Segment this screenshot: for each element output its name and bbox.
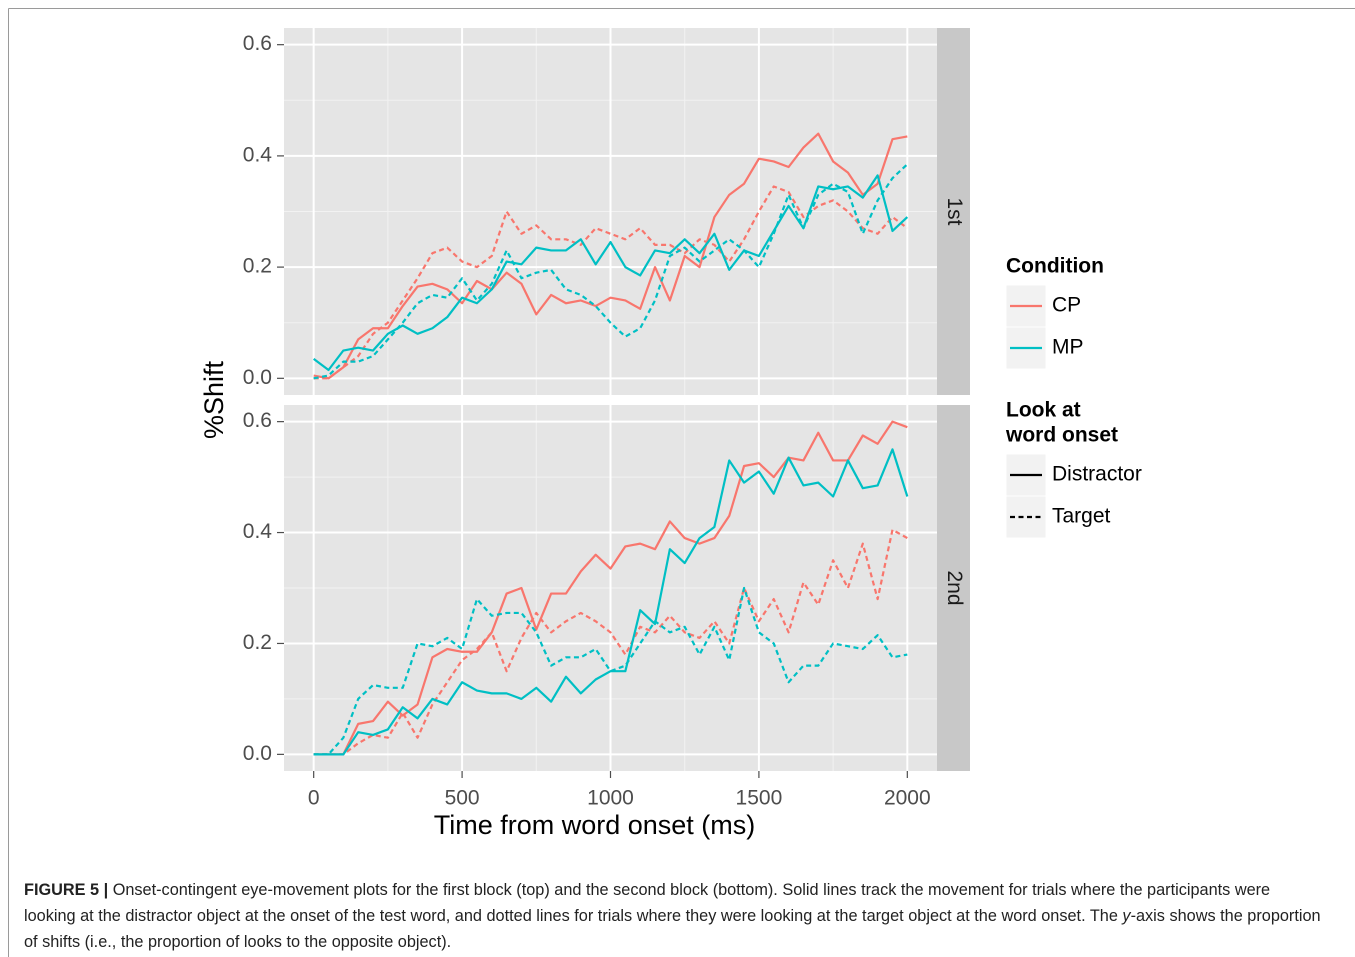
caption-text: Onset-contingent eye-movement plots for … [24,881,1271,925]
x-tick-label: 2000 [884,787,931,810]
facet-label: 1st [943,197,966,225]
legend-label: Distractor [1052,463,1142,486]
series-line [313,420,908,756]
y-tick-label: 0.6 [243,32,272,55]
y-tick-label: 0.4 [243,143,273,166]
x-tick-label: 1500 [736,787,783,810]
y-tick-label: 0.0 [243,366,272,389]
x-tick-label: 0 [308,787,320,810]
series-line [313,586,908,756]
y-tick-label: 0.4 [243,520,273,543]
facet-strip [937,405,970,771]
y-tick-label: 0.2 [243,631,272,654]
series-line [313,174,909,372]
caption: FIGURE 5 | Onset-contingent eye-movement… [24,877,1324,955]
facet-strip [937,28,970,395]
y-tick-label: 0.2 [243,255,272,278]
series-line [313,163,909,380]
series-line [313,448,909,756]
legend-title: Look at [1006,399,1081,422]
caption-italic: y [1122,907,1131,925]
x-tick-label: 1000 [587,787,634,810]
series-line [313,528,908,756]
legend-label: Target [1052,505,1111,528]
legend-title: Condition [1006,255,1104,278]
x-tick-label: 500 [445,787,480,810]
y-tick-label: 0.6 [243,409,272,432]
caption-label: FIGURE 5 | [24,881,109,899]
y-tick-label: 0.0 [243,742,272,765]
legend-title: word onset [1005,424,1118,447]
legend-label: CP [1052,294,1081,317]
x-axis-title: Time from word onset (ms) [434,810,756,840]
caption-text: -axis shows the proportion of shifts (i.… [24,907,1321,951]
legend-label: MP [1052,336,1084,359]
y-axis-title: %Shift [199,360,229,439]
series-line [313,132,908,380]
facet-label: 2nd [943,570,966,605]
